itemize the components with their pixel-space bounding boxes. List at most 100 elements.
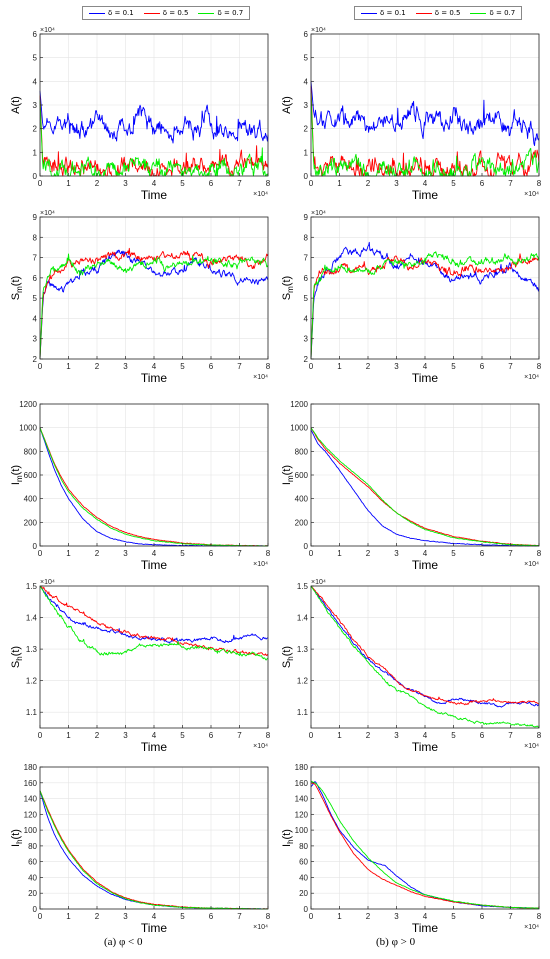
y-tick-label: 40 (28, 873, 37, 882)
series-line-1 (39, 585, 269, 644)
y-tick-label: 1.3 (26, 645, 38, 654)
y-axis-label-arg: (t) (281, 465, 293, 475)
x-tick-label: 1 (66, 731, 71, 740)
y-tick-label: 1 (33, 148, 38, 157)
x-tick-label: 6 (480, 912, 485, 921)
x-tick-label: 7 (508, 179, 513, 188)
y-tick-label: 1.5 (26, 582, 38, 591)
x-tick-label: 8 (266, 362, 271, 371)
x-tick-label: 3 (123, 731, 128, 740)
x-tick-label: 1 (337, 362, 342, 371)
legend-item-delta-0.5: δ = 0.5 (415, 9, 460, 17)
y-axis-label-subscript: h (286, 839, 295, 843)
x-tick-label: 4 (152, 731, 157, 740)
x-tick-label: 1 (66, 549, 71, 558)
y-tick-label: 6 (33, 30, 38, 39)
caption-right: (b) φ > 0 (376, 936, 416, 948)
y-tick-label: 1.2 (26, 677, 38, 686)
y-tick-label: 100 (295, 826, 309, 835)
panel-a-Sh: 0 1 2 3 4 5 6 7 81.11.21.31.41.5 ×10⁴×10⁴TimeSh(t… (10, 579, 271, 754)
legend-line-green (198, 12, 215, 14)
series-line-2 (310, 585, 540, 706)
x-tick-label: 1 (66, 179, 71, 188)
x-tick-label: 5 (180, 912, 185, 921)
x-tick-label: 7 (508, 912, 513, 921)
x-tick-label: 0 (38, 362, 43, 371)
series-line-3 (310, 251, 540, 360)
x-tick-label: 7 (508, 549, 513, 558)
y-tick-label: 600 (24, 471, 38, 480)
y-tick-label: 200 (295, 518, 309, 527)
x-tick-label: 5 (451, 362, 456, 371)
legend-item-delta-0.5: δ = 0.5 (143, 9, 188, 17)
x-tick-label: 6 (209, 549, 214, 558)
x-tick-label: 1 (337, 731, 342, 740)
x-tick-label: 3 (394, 179, 399, 188)
y-tick-label: 1 (304, 148, 309, 157)
y-tick-label: 0 (33, 905, 38, 914)
legend-line-red (143, 12, 160, 14)
y-tick-label: 1.4 (297, 614, 309, 623)
x-tick-label: 4 (423, 549, 428, 558)
y-axis-label-arg: (t) (281, 829, 293, 839)
x-tick-label: 4 (423, 912, 428, 921)
series-line-3 (39, 585, 269, 661)
y-tick-label: 9 (304, 213, 309, 222)
y-tick-label: 2 (33, 355, 38, 364)
series-line-2 (39, 247, 269, 360)
y-axis-label-main: S (10, 661, 22, 668)
legend-label: δ = 0.1 (380, 9, 406, 17)
legend-line-blue (361, 12, 377, 14)
x-tick-label: 0 (38, 549, 43, 558)
y-tick-label: 400 (295, 495, 309, 504)
x-tick-label: 0 (309, 362, 314, 371)
panel-b-Im: 0 1 2 3 4 5 6 7 8 0 200 400 600 800 1000 1200 ×10⁴ Time Im… (281, 400, 542, 572)
x-axis-label: Time (141, 740, 168, 754)
x-tick-label: 8 (266, 912, 271, 921)
x-multiplier: ×10⁴ (524, 561, 539, 568)
x-multiplier: ×10⁴ (253, 743, 268, 750)
x-tick-label: 0 (309, 179, 314, 188)
x-tick-label: 8 (537, 912, 542, 921)
x-tick-label: 7 (237, 549, 242, 558)
y-tick-label: 160 (295, 779, 309, 788)
y-tick-label: 80 (28, 842, 37, 851)
x-tick-label: 2 (95, 912, 100, 921)
y-tick-label: 5 (33, 294, 38, 303)
x-tick-label: 6 (480, 179, 485, 188)
series-line-3 (39, 427, 269, 547)
y-axis-label-main: I (10, 482, 22, 485)
y-tick-label: 1.1 (26, 708, 38, 717)
x-tick-label: 1 (337, 549, 342, 558)
y-axis-label-main: S (10, 293, 22, 300)
x-axis-label: Time (412, 371, 439, 385)
x-multiplier: ×10⁴ (524, 374, 539, 381)
x-tick-label: 0 (309, 912, 314, 921)
y-axis-label-arg: (t) (10, 829, 22, 839)
y-tick-label: 7 (304, 254, 309, 263)
series-line-3 (39, 100, 269, 177)
y-axis-label-subscript: m (286, 475, 295, 482)
y-axis-label: Sm(t) (10, 276, 24, 300)
y-tick-label: 800 (24, 447, 38, 456)
y-axis-label-arg: (t) (10, 646, 22, 656)
x-tick-label: 1 (337, 912, 342, 921)
y-tick-label: 600 (295, 471, 309, 480)
legend-left: δ = 0.1 δ = 0.5 δ = 0.7 (82, 6, 251, 20)
x-multiplier: ×10⁴ (524, 191, 539, 198)
x-tick-label: 3 (394, 549, 399, 558)
x-tick-label: 3 (394, 731, 399, 740)
x-tick-label: 3 (123, 912, 128, 921)
y-tick-label: 1.2 (297, 677, 309, 686)
x-tick-label: 6 (209, 912, 214, 921)
y-axis-label: Sm(t) (281, 276, 295, 300)
x-tick-label: 5 (180, 549, 185, 558)
y-axis-label-arg: (t) (281, 646, 293, 656)
x-tick-label: 0 (38, 731, 43, 740)
y-tick-label: 100 (24, 826, 38, 835)
y-tick-label: 4 (33, 77, 38, 86)
y-tick-label: 0 (33, 172, 38, 181)
legend-line-red (415, 12, 432, 14)
